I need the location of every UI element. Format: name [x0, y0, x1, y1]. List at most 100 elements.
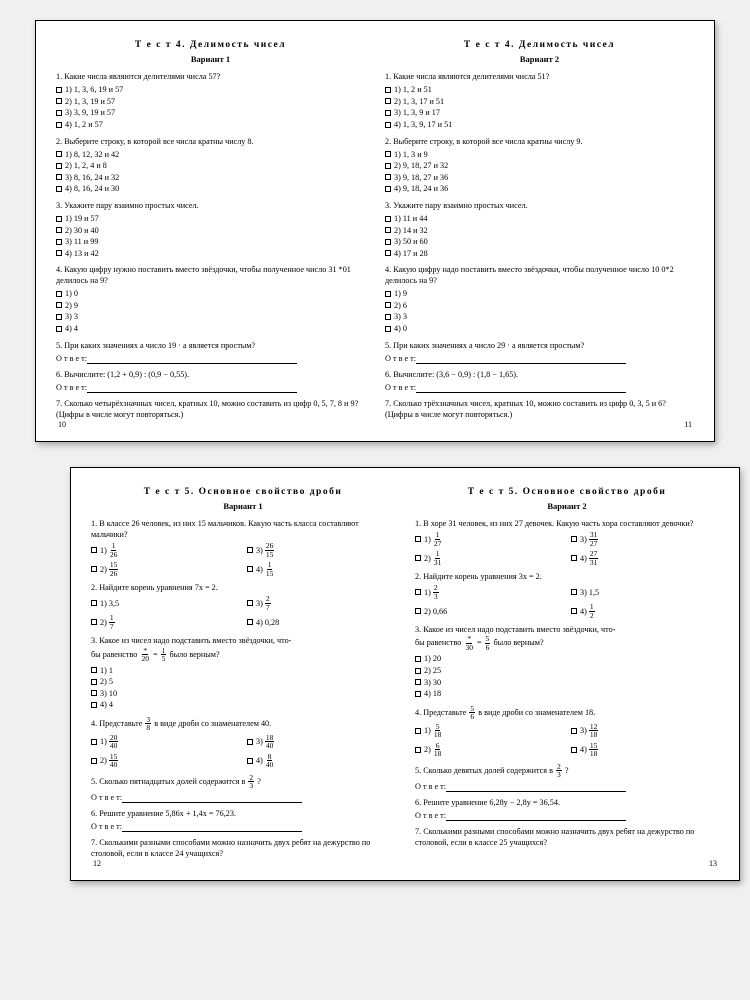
- option[interactable]: 2) 9: [56, 300, 365, 311]
- option[interactable]: 1) 2040: [91, 734, 239, 750]
- option[interactable]: 3) 3: [56, 311, 365, 322]
- option[interactable]: 3) 27: [247, 595, 395, 611]
- option[interactable]: 1) 19 и 57: [56, 213, 365, 224]
- option[interactable]: 1) 1, 3 и 9: [385, 149, 694, 160]
- page-number: 10: [58, 420, 66, 431]
- option[interactable]: 4) 13 и 42: [56, 248, 365, 259]
- variant-label: Вариант 2: [415, 501, 719, 512]
- option[interactable]: 3) 50 и 60: [385, 236, 694, 247]
- option[interactable]: 1) 20: [415, 653, 719, 664]
- q1-text: 1. Какие числа являются делителями числа…: [56, 71, 365, 82]
- option[interactable]: 4) 2731: [571, 550, 719, 566]
- q1-text: 1. В классе 26 человек, из них 15 мальчи…: [91, 518, 395, 540]
- q7-text: 7. Сколько трёхзначных чисел, кратных 10…: [385, 398, 694, 420]
- option[interactable]: 2) 618: [415, 742, 563, 758]
- option[interactable]: 2) 1, 2, 4 и 8: [56, 160, 365, 171]
- option[interactable]: 4) 115: [247, 561, 395, 577]
- option[interactable]: 4) 1, 3, 9, 17 и 51: [385, 119, 694, 130]
- option[interactable]: 4) 1, 2 и 57: [56, 119, 365, 130]
- q1-options: 1) 1, 3, 6, 19 и 57 2) 1, 3, 19 и 57 3) …: [56, 84, 365, 130]
- option[interactable]: 1) 8, 12, 32 и 42: [56, 149, 365, 160]
- option[interactable]: 3) 8, 16, 24 и 32: [56, 172, 365, 183]
- answer-line[interactable]: О т в е т:: [415, 810, 719, 821]
- test-title: Т е с т 4. Делимость чисел: [385, 39, 694, 52]
- option[interactable]: 4) 4: [91, 699, 395, 710]
- answer-line[interactable]: О т в е т:: [56, 353, 365, 364]
- option[interactable]: 2) 0,66: [415, 603, 563, 619]
- q7-text: 7. Сколькими разными способами можно наз…: [415, 826, 719, 848]
- variant-label: Вариант 1: [56, 54, 365, 65]
- option[interactable]: 2) 25: [415, 665, 719, 676]
- option[interactable]: 4) 0,28: [247, 614, 395, 630]
- option[interactable]: 3) 3, 9, 19 и 57: [56, 107, 365, 118]
- option[interactable]: 3) 9, 18, 27 и 36: [385, 172, 694, 183]
- answer-line[interactable]: О т в е т:: [91, 792, 395, 803]
- q1-text: 1. В хоре 31 человек, из них 27 девочек.…: [415, 518, 719, 529]
- option[interactable]: 4) 840: [247, 753, 395, 769]
- option[interactable]: 4) 12: [571, 603, 719, 619]
- option[interactable]: 4) 0: [385, 323, 694, 334]
- option[interactable]: 3) 10: [91, 688, 395, 699]
- q4-text: 4. Какую цифру надо поставить вместо звё…: [385, 264, 694, 286]
- option[interactable]: 3) 1218: [571, 723, 719, 739]
- option[interactable]: 2) 5: [91, 676, 395, 687]
- option[interactable]: 1) 126: [91, 542, 239, 558]
- option[interactable]: 3) 2615: [247, 542, 395, 558]
- option[interactable]: 1) 23: [415, 584, 563, 600]
- option[interactable]: 1) 11 и 44: [385, 213, 694, 224]
- option[interactable]: 3) 30: [415, 677, 719, 688]
- option[interactable]: 4) 1518: [571, 742, 719, 758]
- q5-text: 5. При каких значениях a число 29 · a яв…: [385, 340, 694, 351]
- option[interactable]: 1) 1, 3, 6, 19 и 57: [56, 84, 365, 95]
- option[interactable]: 2) 131: [415, 550, 563, 566]
- option[interactable]: 1) 3,5: [91, 595, 239, 611]
- option[interactable]: 2) 17: [91, 614, 239, 630]
- answer-line[interactable]: О т в е т:: [91, 821, 395, 832]
- option[interactable]: 2) 30 и 40: [56, 225, 365, 236]
- option[interactable]: 3) 1, 3, 9 и 17: [385, 107, 694, 118]
- option[interactable]: 4) 9, 18, 24 и 36: [385, 183, 694, 194]
- q2-text: 2. Найдите корень уравнения 7x = 2.: [91, 582, 395, 593]
- option[interactable]: 4) 4: [56, 323, 365, 334]
- option[interactable]: 4) 17 и 28: [385, 248, 694, 259]
- option[interactable]: 2) 14 и 32: [385, 225, 694, 236]
- test-title: Т е с т 5. Основное свойство дроби: [91, 486, 395, 499]
- option[interactable]: 2) 1, 3, 19 и 57: [56, 96, 365, 107]
- q3-text: 3. Укажите пару взаимно простых чисел.: [56, 200, 365, 211]
- variant-2-col: Т е с т 5. Основное свойство дроби Вариа…: [415, 486, 719, 866]
- option[interactable]: 4) 8, 16, 24 и 30: [56, 183, 365, 194]
- option[interactable]: 2) 1526: [91, 561, 239, 577]
- option[interactable]: 3) 3: [385, 311, 694, 322]
- option[interactable]: 2) 9, 18, 27 и 32: [385, 160, 694, 171]
- q5-text: 5. При каких значениях a число 19 · a яв…: [56, 340, 365, 351]
- option[interactable]: 4) 18: [415, 688, 719, 699]
- option[interactable]: 1) 0: [56, 288, 365, 299]
- option[interactable]: 2) 6: [385, 300, 694, 311]
- option[interactable]: 1) 127: [415, 531, 563, 547]
- q7-text: 7. Сколько четырёхзначных чисел, кратных…: [56, 398, 365, 420]
- option[interactable]: 1) 518: [415, 723, 563, 739]
- q3-text: 3. Какое из чисел надо подставить вместо…: [91, 635, 395, 662]
- variant-2-col: Т е с т 4. Делимость чисел Вариант 2 1. …: [385, 39, 694, 427]
- q5-text: 5. Сколько девятых долей содержится в 23…: [415, 763, 719, 779]
- option[interactable]: 1) 9: [385, 288, 694, 299]
- variant-label: Вариант 1: [91, 501, 395, 512]
- q4-text: 4. Какую цифру нужно поставить вместо зв…: [56, 264, 365, 286]
- answer-line[interactable]: О т в е т:: [385, 353, 694, 364]
- page-number: 13: [709, 859, 717, 870]
- answer-line[interactable]: О т в е т:: [56, 382, 365, 393]
- option[interactable]: 3) 3127: [571, 531, 719, 547]
- q4-text: 4. Представьте 56 в виде дроби со знамен…: [415, 705, 719, 721]
- option[interactable]: 3) 11 и 99: [56, 236, 365, 247]
- variant-1-col: Т е с т 4. Делимость чисел Вариант 1 1. …: [56, 39, 365, 427]
- option[interactable]: 2) 1540: [91, 753, 239, 769]
- option[interactable]: 3) 1,5: [571, 584, 719, 600]
- worksheet-page-2: Т е с т 5. Основное свойство дроби Вариа…: [70, 467, 740, 881]
- option[interactable]: 1) 1: [91, 665, 395, 676]
- option[interactable]: 1) 1, 2 и 51: [385, 84, 694, 95]
- option[interactable]: 2) 1, 3, 17 и 51: [385, 96, 694, 107]
- q6-text: 6. Вычислите: (3,6 − 0,9) : (1,8 − 1,65)…: [385, 369, 694, 380]
- answer-line[interactable]: О т в е т:: [385, 382, 694, 393]
- answer-line[interactable]: О т в е т:: [415, 781, 719, 792]
- option[interactable]: 3) 1840: [247, 734, 395, 750]
